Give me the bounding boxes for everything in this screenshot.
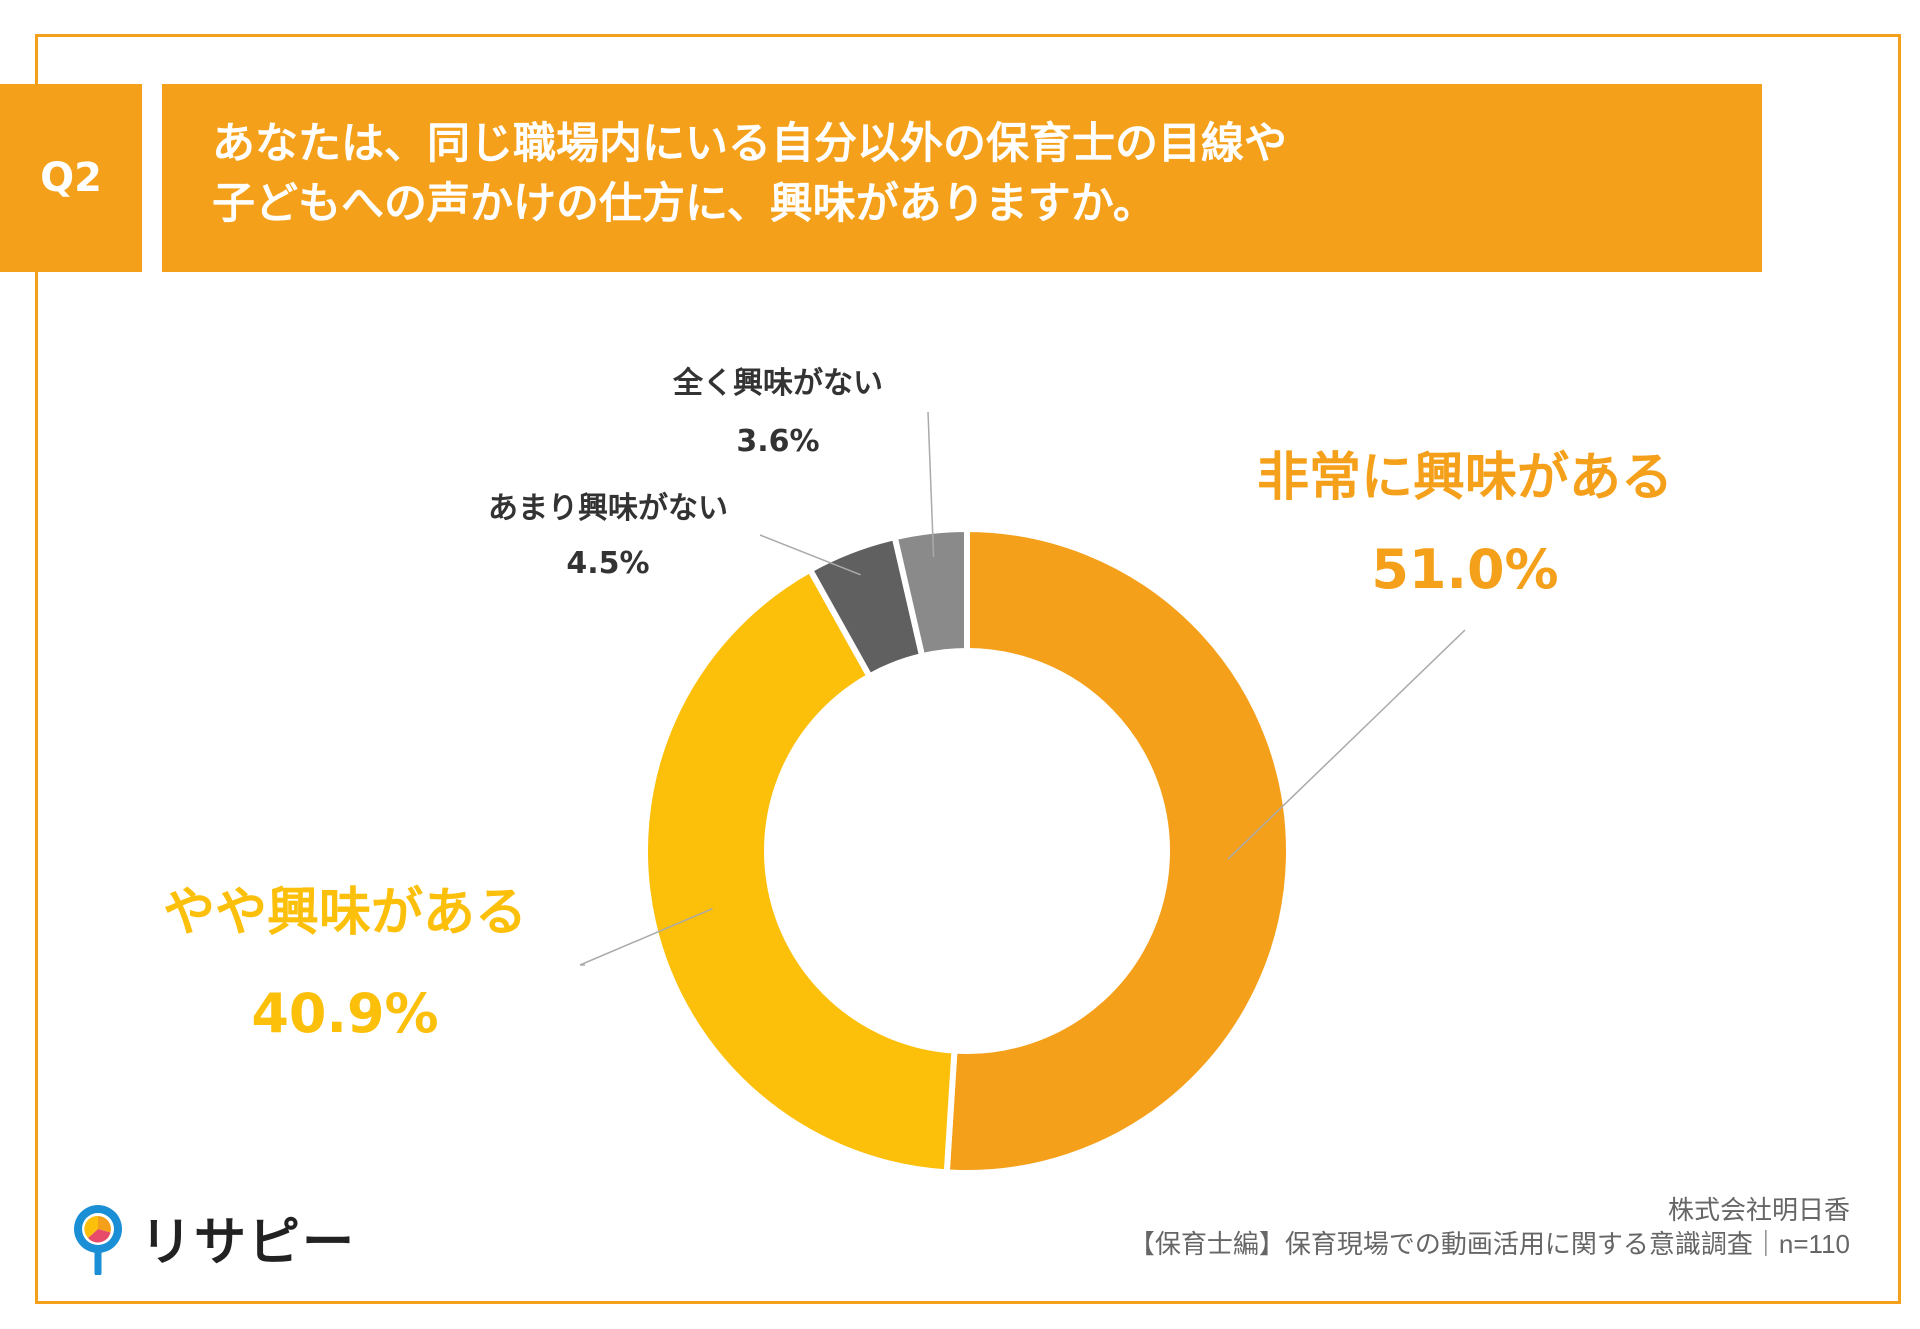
footer-survey: 【保育士編】保育現場での動画活用に関する意識調査｜n=110 (1128, 1229, 1850, 1259)
leader-line-3 (759, 534, 861, 576)
question-title-line-1: あなたは、同じ職場内にいる自分以外の保育士の目線や (212, 119, 1287, 169)
footer-company: 株式会社明日香 (1667, 1195, 1850, 1225)
question-title-line-2: 子どもへの声かけの仕方に、興味がありますか。 (212, 179, 1156, 229)
question-title: あなたは、同じ職場内にいる自分以外の保育士の目線や 子どもへの声かけの仕方に、興… (162, 84, 1762, 272)
value-label-1: 51.0% (1371, 538, 1558, 601)
donut-slice-4 (891, 525, 970, 660)
question-number: Q2 (0, 84, 142, 272)
logo-text: リサピー (140, 1213, 357, 1273)
value-label-4: 3.6% (736, 424, 819, 459)
leader-line-4 (927, 411, 935, 557)
value-label-2: 40.9% (251, 982, 438, 1045)
category-label-1: 非常に興味がある (1257, 448, 1673, 508)
footer-source: 株式会社明日香 【保育士編】保育現場での動画活用に関する意識調査｜n=110 (1129, 1193, 1850, 1261)
donut-slice-1 (943, 525, 1293, 1176)
category-label-3: あまり興味がない (488, 491, 728, 526)
leader-line-1 (1227, 629, 1466, 860)
chart-frame (35, 34, 1901, 1304)
value-label-3: 4.5% (566, 546, 649, 581)
category-label-4: 全く興味がない (672, 366, 883, 401)
pin-pie-icon (74, 1204, 122, 1275)
leader-line-2 (579, 908, 713, 966)
donut-slice-2 (642, 565, 958, 1176)
category-label-2: やや興味がある (163, 883, 527, 943)
risapy-logo: リサピー (70, 1200, 356, 1275)
